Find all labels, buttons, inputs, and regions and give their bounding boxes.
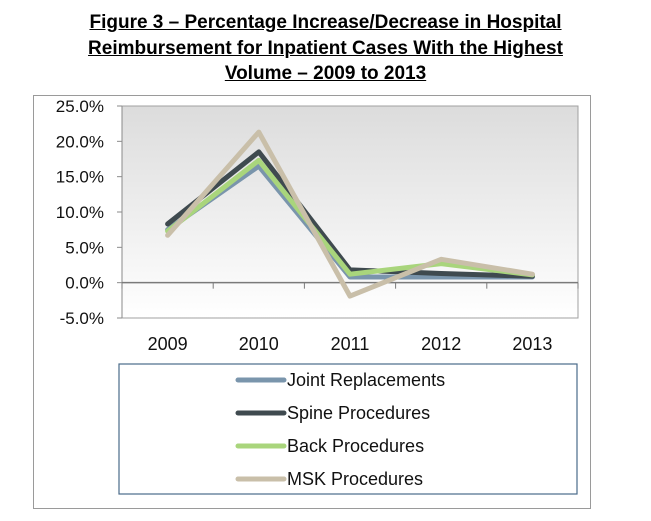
legend-label: Joint Replacements	[287, 370, 445, 390]
chart-title-line-1: Figure 3 – Percentage Increase/Decrease …	[89, 12, 562, 33]
chart-title: Figure 3 – Percentage Increase/Decrease …	[0, 10, 651, 87]
x-tick-label: 2010	[239, 334, 279, 354]
series-line	[165, 157, 535, 278]
chart-frame	[33, 95, 591, 509]
series-line	[165, 129, 535, 299]
x-tick-label: 2011	[331, 334, 370, 354]
y-tick-label: 0.0%	[65, 274, 104, 293]
legend-box	[118, 363, 578, 495]
series-line	[165, 149, 535, 279]
chart-title-line-3: Volume – 2009 to 2013	[224, 63, 427, 84]
y-tick-label: 5.0%	[65, 238, 104, 257]
chart-title-line-2: Reimbursement for Inpatient Cases With t…	[88, 37, 563, 59]
series-line	[165, 163, 535, 280]
x-tick-label: 2009	[148, 334, 188, 354]
x-tick-label: 2012	[421, 334, 461, 354]
legend-label: Back Procedures	[287, 436, 424, 456]
y-tick-label: 20.0%	[56, 132, 104, 151]
y-tick-label: 10.0%	[56, 203, 104, 222]
y-tick-label: 15.0%	[56, 168, 104, 187]
y-tick-label: 25.0%	[56, 97, 104, 116]
legend-label: Spine Procedures	[287, 403, 430, 423]
y-tick-label: -5.0%	[60, 309, 104, 328]
x-tick-label: 2013	[512, 334, 552, 354]
legend-label: MSK Procedures	[287, 469, 423, 489]
